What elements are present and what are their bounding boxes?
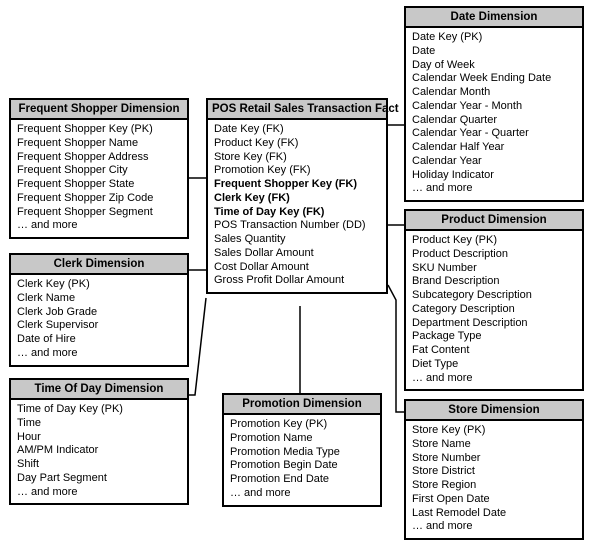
entity-title: Promotion Dimension [224, 395, 380, 415]
entity-row: Day of Week [412, 59, 576, 73]
entity-title: POS Retail Sales Transaction Fact [208, 100, 386, 120]
entity-row: Time [17, 417, 181, 431]
entity-body: Time of Day Key (PK)TimeHourAM/PM Indica… [11, 400, 187, 503]
entity-row: Frequent Shopper Segment [17, 206, 181, 220]
entity-row: Product Key (PK) [412, 234, 576, 248]
entity-row: Day Part Segment [17, 472, 181, 486]
entity-row: Time of Day Key (FK) [214, 206, 380, 220]
entity-row: Promotion Key (FK) [214, 164, 380, 178]
entity-row: Clerk Key (PK) [17, 278, 181, 292]
entity-body: Product Key (PK)Product DescriptionSKU N… [406, 231, 582, 389]
entity-row: Shift [17, 458, 181, 472]
entity-row: SKU Number [412, 262, 576, 276]
entity-row: Store Key (FK) [214, 151, 380, 165]
entity-row: Store Name [412, 438, 576, 452]
entity-row: Store District [412, 465, 576, 479]
entity-row: … and more [412, 372, 576, 386]
entity-row: Store Region [412, 479, 576, 493]
entity-title: Store Dimension [406, 401, 582, 421]
connector-fact-store [388, 285, 404, 412]
entity-row: Store Key (PK) [412, 424, 576, 438]
entity-row: Calendar Year - Quarter [412, 127, 576, 141]
entity-time_of_day: Time Of Day DimensionTime of Day Key (PK… [9, 378, 189, 505]
entity-body: Date Key (FK)Product Key (FK)Store Key (… [208, 120, 386, 292]
entity-row: Category Description [412, 303, 576, 317]
entity-title: Time Of Day Dimension [11, 380, 187, 400]
entity-row: Clerk Job Grade [17, 306, 181, 320]
entity-row: Package Type [412, 330, 576, 344]
entity-body: Clerk Key (PK)Clerk NameClerk Job GradeC… [11, 275, 187, 365]
connector-time_of_day-fact [189, 298, 206, 395]
entity-body: Date Key (PK)DateDay of WeekCalendar Wee… [406, 28, 582, 200]
entity-row: Diet Type [412, 358, 576, 372]
entity-title: Date Dimension [406, 8, 582, 28]
entity-row: … and more [230, 487, 374, 501]
entity-row: … and more [17, 486, 181, 500]
entity-body: Frequent Shopper Key (PK)Frequent Shoppe… [11, 120, 187, 237]
entity-row: Subcategory Description [412, 289, 576, 303]
entity-row: Sales Quantity [214, 233, 380, 247]
entity-row: Store Number [412, 452, 576, 466]
entity-body: Store Key (PK)Store NameStore NumberStor… [406, 421, 582, 538]
entity-promotion: Promotion DimensionPromotion Key (PK)Pro… [222, 393, 382, 507]
entity-row: Sales Dollar Amount [214, 247, 380, 261]
entity-row: POS Transaction Number (DD) [214, 219, 380, 233]
entity-freq_shopper: Frequent Shopper DimensionFrequent Shopp… [9, 98, 189, 239]
entity-row: Last Remodel Date [412, 507, 576, 521]
entity-row: Frequent Shopper Key (FK) [214, 178, 380, 192]
entity-row: AM/PM Indicator [17, 444, 181, 458]
entity-row: Holiday Indicator [412, 169, 576, 183]
entity-row: Promotion End Date [230, 473, 374, 487]
entity-clerk: Clerk DimensionClerk Key (PK)Clerk NameC… [9, 253, 189, 367]
entity-row: … and more [412, 520, 576, 534]
entity-row: Gross Profit Dollar Amount [214, 274, 380, 288]
entity-row: Promotion Key (PK) [230, 418, 374, 432]
entity-row: Calendar Month [412, 86, 576, 100]
entity-row: Frequent Shopper Address [17, 151, 181, 165]
entity-row: Date [412, 45, 576, 59]
entity-row: Date of Hire [17, 333, 181, 347]
entity-title: Product Dimension [406, 211, 582, 231]
entity-date: Date DimensionDate Key (PK)DateDay of We… [404, 6, 584, 202]
entity-row: Clerk Key (FK) [214, 192, 380, 206]
entity-row: Brand Description [412, 275, 576, 289]
entity-row: Promotion Begin Date [230, 459, 374, 473]
entity-row: Frequent Shopper Name [17, 137, 181, 151]
entity-row: Frequent Shopper State [17, 178, 181, 192]
entity-title: Frequent Shopper Dimension [11, 100, 187, 120]
entity-row: … and more [17, 347, 181, 361]
entity-row: Frequent Shopper Key (PK) [17, 123, 181, 137]
entity-row: … and more [412, 182, 576, 196]
entity-row: Department Description [412, 317, 576, 331]
entity-row: Clerk Name [17, 292, 181, 306]
entity-row: First Open Date [412, 493, 576, 507]
entity-title: Clerk Dimension [11, 255, 187, 275]
entity-row: … and more [17, 219, 181, 233]
entity-product: Product DimensionProduct Key (PK)Product… [404, 209, 584, 391]
entity-row: Date Key (FK) [214, 123, 380, 137]
entity-row: Clerk Supervisor [17, 319, 181, 333]
entity-row: Product Key (FK) [214, 137, 380, 151]
entity-row: Product Description [412, 248, 576, 262]
entity-row: Calendar Half Year [412, 141, 576, 155]
entity-fact: POS Retail Sales Transaction FactDate Ke… [206, 98, 388, 294]
entity-row: Fat Content [412, 344, 576, 358]
entity-row: Cost Dollar Amount [214, 261, 380, 275]
entity-row: Time of Day Key (PK) [17, 403, 181, 417]
entity-row: Frequent Shopper City [17, 164, 181, 178]
entity-row: Promotion Media Type [230, 446, 374, 460]
entity-row: Calendar Quarter [412, 114, 576, 128]
entity-row: Frequent Shopper Zip Code [17, 192, 181, 206]
entity-row: Calendar Year - Month [412, 100, 576, 114]
entity-row: Date Key (PK) [412, 31, 576, 45]
entity-row: Promotion Name [230, 432, 374, 446]
entity-store: Store DimensionStore Key (PK)Store NameS… [404, 399, 584, 540]
entity-body: Promotion Key (PK)Promotion NamePromotio… [224, 415, 380, 505]
entity-row: Calendar Week Ending Date [412, 72, 576, 86]
entity-row: Hour [17, 431, 181, 445]
entity-row: Calendar Year [412, 155, 576, 169]
